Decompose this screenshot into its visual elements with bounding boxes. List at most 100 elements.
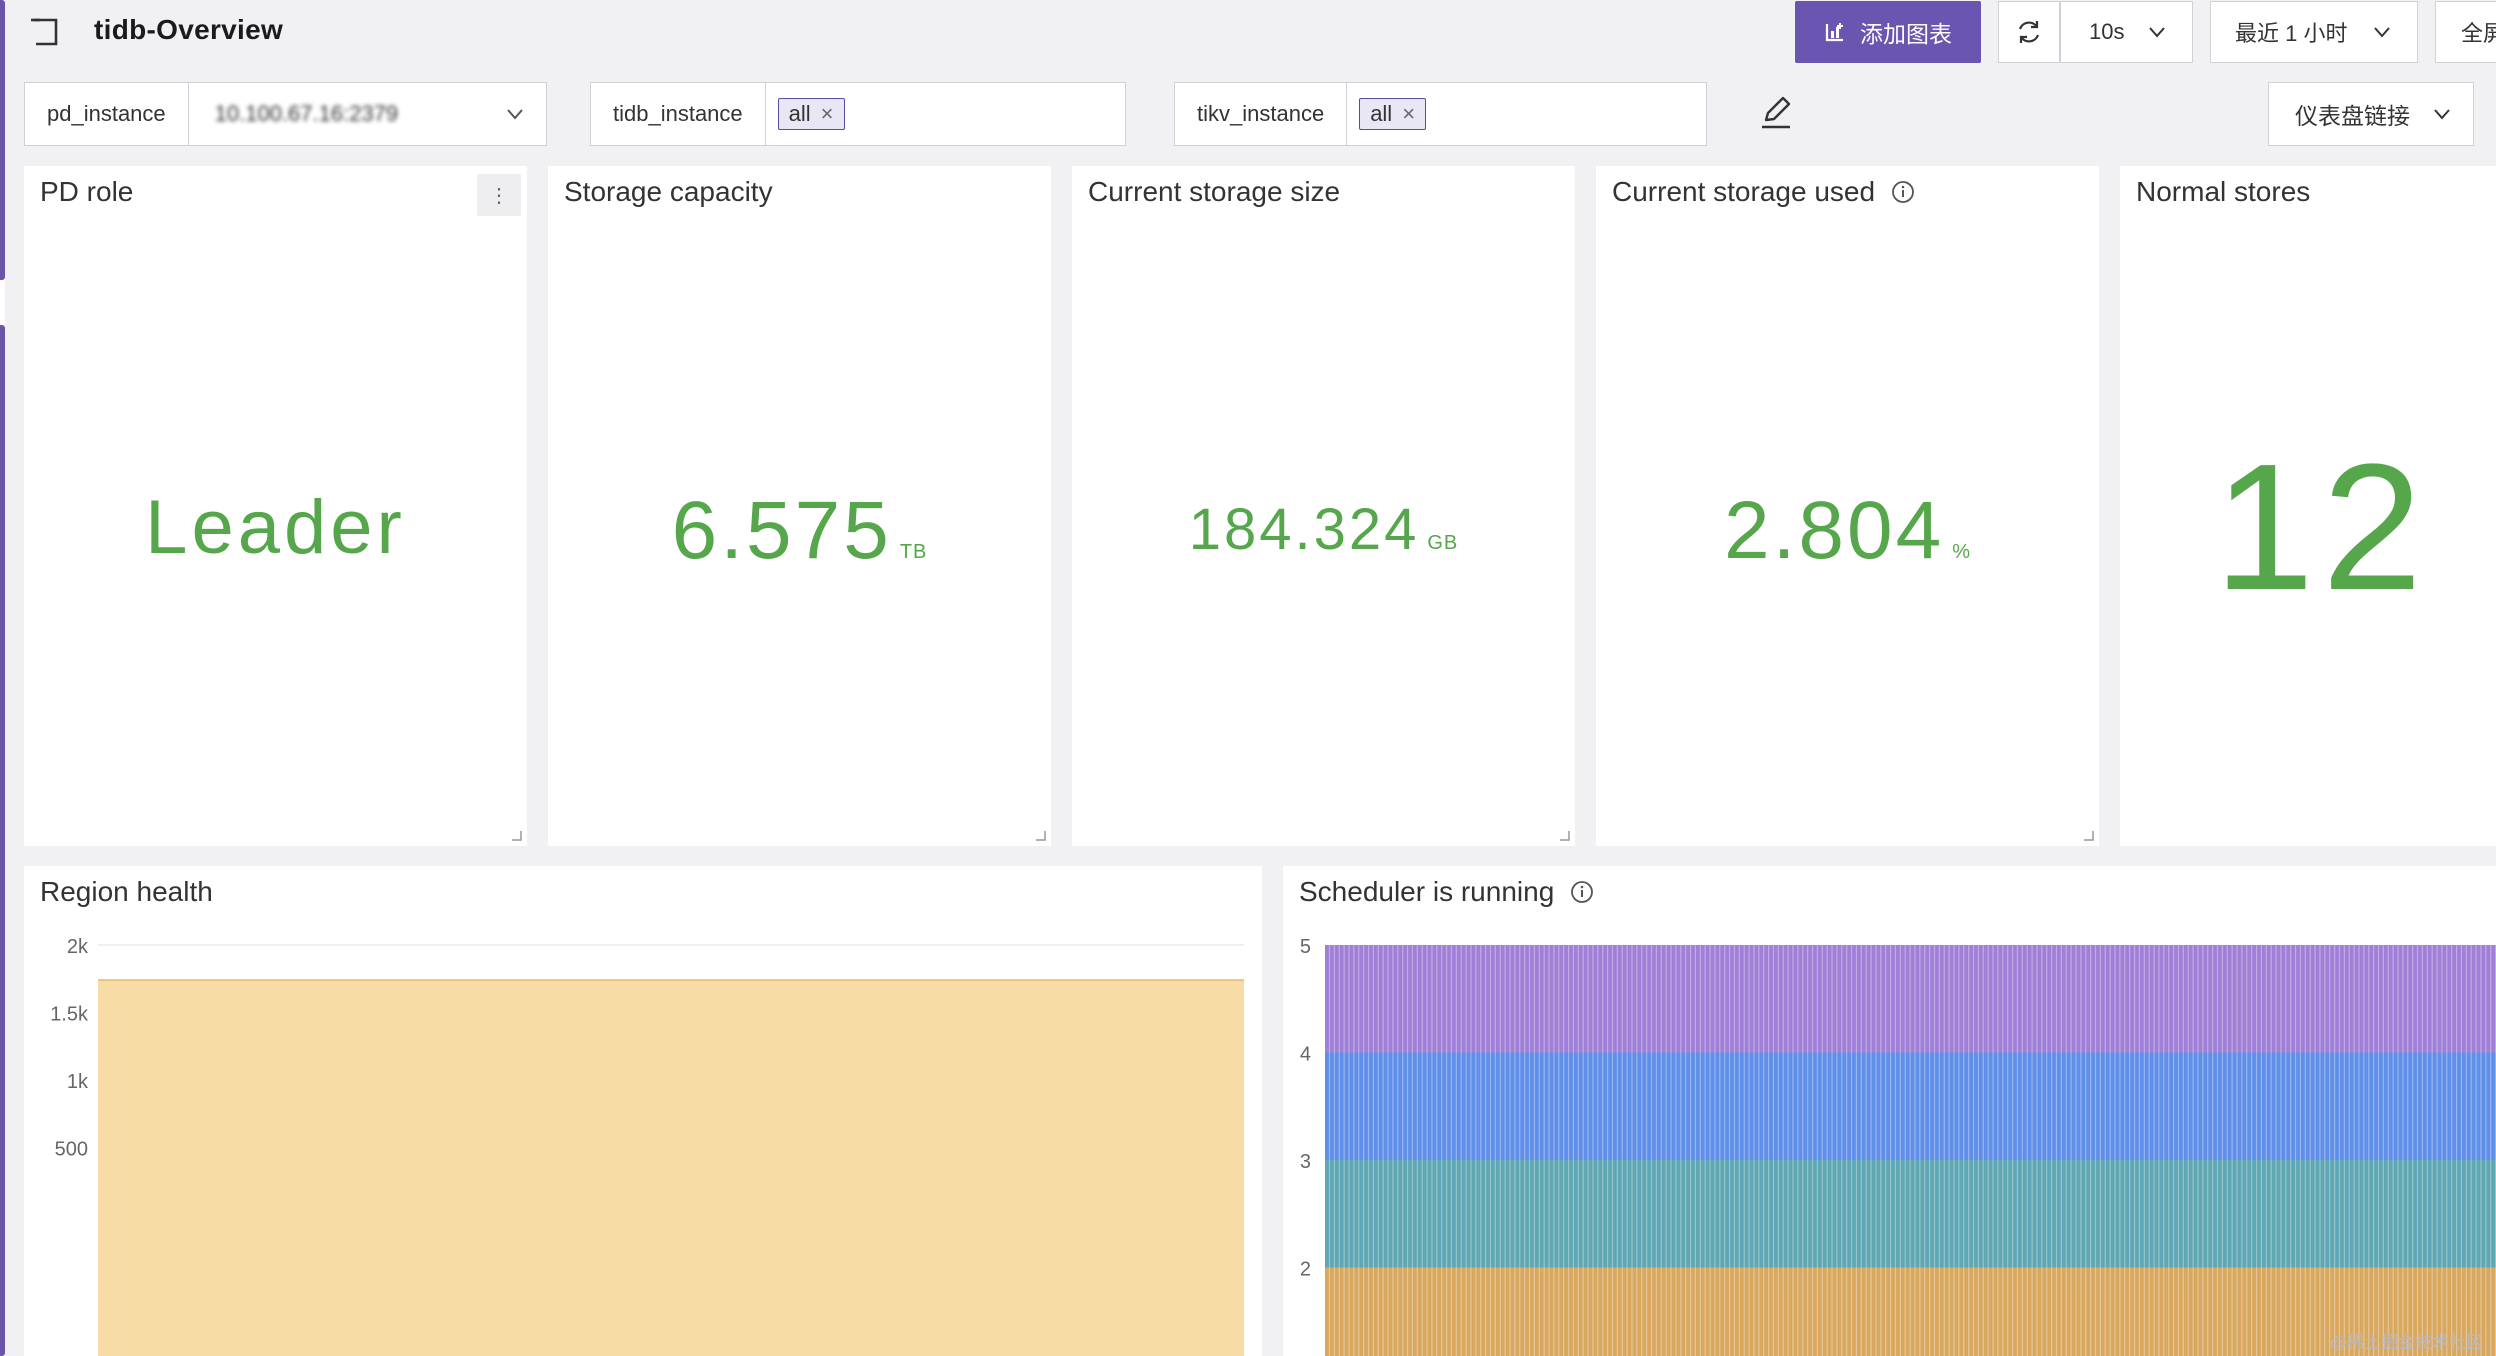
scheduler-bar [1709, 945, 1711, 1356]
scheduler-bar [1660, 945, 1662, 1356]
scheduler-bar [2026, 945, 2028, 1356]
scheduler-bar [2036, 945, 2038, 1356]
scheduler-bar [1406, 945, 1409, 1356]
panel-menu-icon[interactable]: ⋮ [477, 174, 521, 216]
refresh-button[interactable] [1998, 1, 2060, 63]
scheduler-bar [2129, 945, 2131, 1356]
pd-instance-select[interactable]: 10.100.67.16:2379 [188, 82, 547, 146]
scheduler-bar [2265, 945, 2267, 1356]
refresh-interval-select[interactable]: 10s [2060, 1, 2193, 63]
scheduler-bar [2309, 945, 2311, 1356]
scheduler-bar [2216, 945, 2219, 1356]
scheduler-bar [2426, 945, 2428, 1356]
scheduler-bar [2246, 945, 2248, 1356]
scheduler-bar [2143, 945, 2145, 1356]
scheduler-bar [2451, 945, 2453, 1356]
fullscreen-button[interactable]: 全屏 [2435, 1, 2496, 63]
scheduler-bar [1465, 945, 1467, 1356]
resize-handle-icon[interactable] [1557, 828, 1571, 842]
scheduler-bar [2065, 945, 2067, 1356]
chevron-down-icon [506, 109, 523, 120]
stat-number: Leader [145, 485, 406, 570]
stat-panel-current-storage-used: Current storage used 2.804 % [1596, 166, 2099, 846]
scheduler-bar [2153, 945, 2155, 1356]
scheduler-bar [1528, 945, 1531, 1356]
scheduler-bar [1348, 945, 1350, 1356]
scheduler-bar [1938, 945, 1940, 1356]
dashboard-links-select[interactable]: 仪表盘链接 [2268, 82, 2474, 146]
scheduler-bar [1899, 945, 1901, 1356]
tidb-instance-select[interactable]: all × [765, 82, 1126, 146]
stat-number: 2.804 [1724, 485, 1945, 576]
close-icon[interactable]: × [1402, 101, 1416, 126]
scheduler-bar [1582, 945, 1584, 1356]
resize-handle-icon[interactable] [1033, 828, 1047, 842]
scheduler-bar [2324, 945, 2326, 1356]
scheduler-chart: 5 4 3 2 [1300, 936, 2496, 1356]
scheduler-bar [1963, 945, 1965, 1356]
scheduler-bar [1553, 945, 1555, 1356]
scheduler-bar [1782, 945, 1784, 1356]
scheduler-bar [2480, 945, 2482, 1356]
scheduler-bar [1421, 945, 1423, 1356]
scheduler-bar [2021, 945, 2023, 1356]
stat-value: 184.324 GB [1072, 496, 1575, 563]
scheduler-bar [1865, 945, 1867, 1356]
resize-handle-icon[interactable] [2081, 828, 2095, 842]
scheduler-bar [1363, 945, 1365, 1356]
back-icon[interactable] [28, 14, 64, 50]
scheduler-bar [1777, 945, 1779, 1356]
scheduler-series-band [1325, 1052, 2496, 1160]
scheduler-bar [1675, 945, 1677, 1356]
close-icon[interactable]: × [820, 101, 834, 126]
scheduler-bar [2011, 945, 2014, 1356]
stat-unit: TB [899, 541, 928, 563]
scheduler-bar [2338, 945, 2341, 1356]
scheduler-bar [1787, 945, 1789, 1356]
scheduler-bar [1797, 945, 1799, 1356]
scheduler-bar [1738, 945, 1740, 1356]
scheduler-bar [2163, 945, 2165, 1356]
scheduler-bar [1924, 945, 1926, 1356]
scheduler-bar [1485, 945, 1487, 1356]
scheduler-bar [1602, 945, 1604, 1356]
scheduler-bar [1831, 945, 1833, 1356]
scheduler-bar [2275, 945, 2277, 1356]
edit-icon[interactable] [1756, 92, 1796, 132]
panel-title-text: Current storage size [1088, 176, 1341, 207]
tikv-instance-select[interactable]: all × [1347, 82, 1708, 146]
add-chart-button[interactable]: 添加图表 [1795, 1, 1981, 63]
scheduler-bar [2436, 945, 2438, 1356]
scheduler-bar [2133, 945, 2136, 1356]
info-icon[interactable] [1570, 880, 1594, 904]
scheduler-bar [1626, 945, 1628, 1356]
y-tick-label: 2 [1300, 1259, 1311, 1281]
scheduler-bar [1441, 945, 1443, 1356]
tidb-instance-label: tidb_instance [590, 82, 766, 146]
scheduler-bar [1402, 945, 1404, 1356]
resize-handle-icon[interactable] [509, 828, 523, 842]
info-icon[interactable] [1891, 180, 1915, 204]
time-range-select[interactable]: 最近 1 小时 [2210, 1, 2418, 63]
panel-title-text: Current storage used [1612, 176, 1876, 207]
scheduler-bar [2114, 945, 2116, 1356]
scheduler-bar [1889, 945, 1892, 1356]
scheduler-bar [1489, 945, 1492, 1356]
scheduler-bar [1533, 945, 1536, 1356]
stat-unit: % [1952, 541, 1971, 563]
region-health-area [98, 980, 1244, 1356]
scheduler-bar [2373, 945, 2375, 1356]
scheduler-bar [2182, 945, 2184, 1356]
y-tick-label: 500 [55, 1139, 88, 1161]
scheduler-bar [1514, 945, 1516, 1356]
scheduler-bar [1460, 945, 1462, 1356]
y-tick-label: 4 [1300, 1044, 1311, 1066]
dashboard-links-label: 仪表盘链接 [2295, 103, 2410, 129]
stat-value: Leader [24, 484, 527, 571]
scheduler-bar [2441, 945, 2443, 1356]
scheduler-bar [2197, 945, 2199, 1356]
tikv-instance-variable: tikv_instance all × [1174, 82, 1708, 146]
scheduler-bar [1958, 945, 1960, 1356]
scheduler-bar [1802, 945, 1804, 1356]
scheduler-bar [2192, 945, 2194, 1356]
